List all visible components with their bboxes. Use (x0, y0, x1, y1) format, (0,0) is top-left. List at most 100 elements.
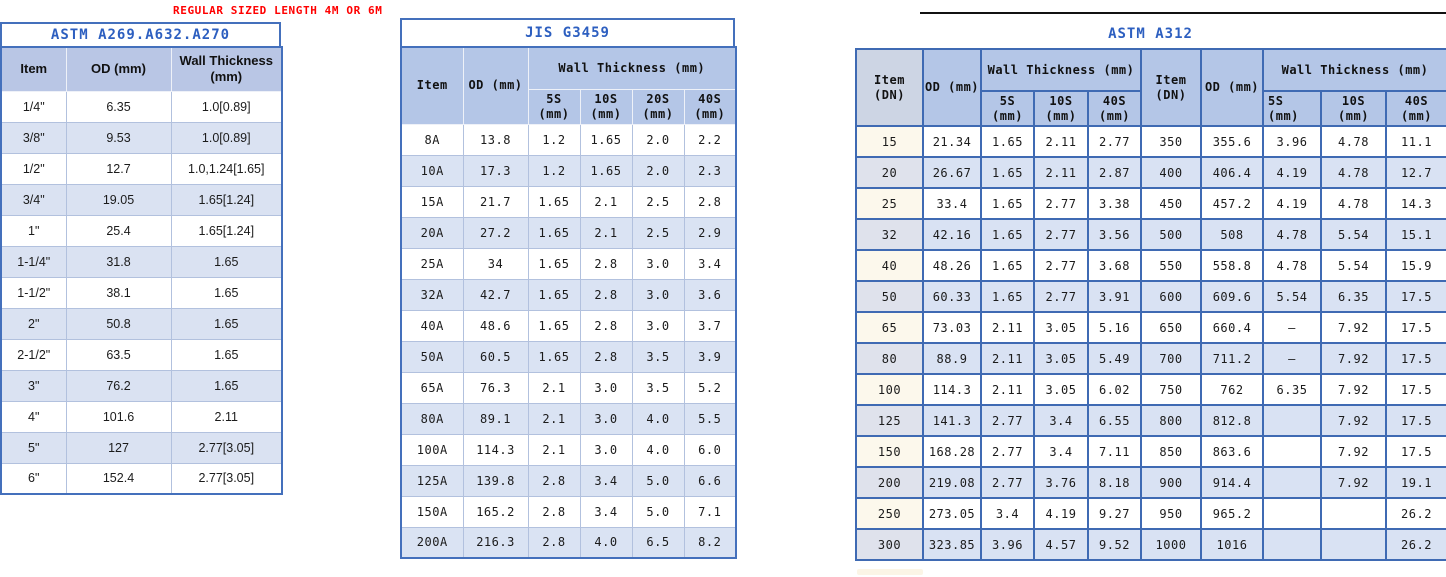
table-cell: 600 (1140, 280, 1202, 313)
table-cell: 650 (1140, 311, 1202, 344)
table-cell: 6.5 (631, 526, 685, 559)
table-cell: 2.77[3.05] (170, 431, 283, 464)
table-cell: 1.65 (170, 369, 283, 402)
table-cell: 63.5 (65, 338, 172, 371)
table-cell: 2.11 (980, 342, 1035, 375)
table-cell: 2.11 (1033, 125, 1089, 158)
table-cell: 2.11 (980, 311, 1035, 344)
table-cell: 50A (400, 340, 464, 373)
table-cell: 4.78 (1262, 218, 1322, 251)
table-cell: 2.2 (683, 123, 737, 156)
col-header-5s-right: 5S (mm) (1262, 90, 1322, 127)
table-cell: 38.1 (65, 276, 172, 309)
table-cell: 6.35 (65, 90, 172, 123)
table-cell: 34 (462, 247, 529, 280)
table-cell: 1.0,1.24[1.65] (170, 152, 283, 185)
astm-a269-title-text: ASTM A269.A632.A270 (50, 27, 231, 43)
astm-a269-table-body: 1/4" 6.35 1.0[0.89] 3/8" 9.53 1.0[0.89] 1/2" 12… (0, 90, 283, 495)
table-row: 25A 34 1.65 2.8 3.0 3.4 (400, 247, 737, 280)
table-cell: 17.5 (1385, 404, 1446, 437)
table-row: 65 73.03 2.11 3.05 5.16 650 660.4–7.92 17.5 (855, 311, 1446, 344)
table-cell: 101.6 (65, 400, 172, 433)
table-cell: 812.8 (1200, 404, 1264, 437)
table-cell: 5.16 (1087, 311, 1142, 344)
table-cell: 2.8 (683, 185, 737, 218)
table-cell: 17.5 (1385, 435, 1446, 468)
col-header-od: OD (mm) (65, 46, 172, 92)
table-row: 40 48.26 1.65 2.77 3.68 550 558.8 4.78 5.54 15.9 (855, 249, 1446, 282)
table-cell: 100 (855, 373, 924, 406)
table-cell: 21.7 (462, 185, 529, 218)
table-cell: 15.9 (1385, 249, 1446, 282)
table-cell: 1/2" (0, 152, 67, 185)
table-row: 3/4" 19.05 1.65[1.24] (0, 183, 283, 216)
table-cell: 2.77 (1033, 218, 1089, 251)
table-cell: 2.5 (631, 216, 685, 249)
table-cell: 1.65 (980, 187, 1035, 220)
jis-g3459-table-body: 8A 13.8 1.2 1.65 2.0 2.2 10A 17.3 1.2 1.65 2.0 2.3 1… (400, 123, 737, 559)
table-cell: 168.28 (922, 435, 982, 468)
table-cell: 3.6 (683, 278, 737, 311)
table-row: 4" 101.6 2.11 (0, 400, 283, 433)
table-row: 1-1/2" 38.1 1.65 (0, 276, 283, 309)
table-cell: 26.2 (1385, 528, 1446, 561)
table-cell: 1.65 (170, 276, 283, 309)
table-cell: 139.8 (462, 464, 529, 497)
col-header-20s: 20S (mm) (631, 88, 685, 125)
table-cell: 6.02 (1087, 373, 1142, 406)
table-cell (1262, 528, 1322, 561)
table-cell: 40 (855, 249, 924, 282)
table-cell: 9.53 (65, 121, 172, 154)
table-row: 100 114.3 2.11 3.05 6.02 750 762 6.35 7.92 17.5 (855, 373, 1446, 406)
table-row: 15A 21.7 1.65 2.1 2.5 2.8 (400, 185, 737, 218)
table-cell: 3.4 (579, 495, 633, 528)
table-cell: 300 (855, 528, 924, 561)
table-cell: 1/4" (0, 90, 67, 123)
table-cell: 127 (65, 431, 172, 464)
table-cell: 60.33 (922, 280, 982, 313)
table-row: 15 21.34 1.65 2.11 2.77 350 355.6 3.96 4.78 11.1 (855, 125, 1446, 158)
table-cell: 17.5 (1385, 280, 1446, 313)
table-cell: 21.34 (922, 125, 982, 158)
col-header-10s: 10S (mm) (579, 88, 633, 125)
table-cell: 1.65 (980, 280, 1035, 313)
table-cell: 2.77 (980, 466, 1035, 499)
table-cell: 700 (1140, 342, 1202, 375)
astm-a312-table: Item (DN) OD (mm) Wall Thickness (mm) It… (855, 48, 1446, 561)
table-cell: 114.3 (922, 373, 982, 406)
table-cell: 2.8 (579, 278, 633, 311)
table-row: 65A 76.3 2.1 3.0 3.5 5.2 (400, 371, 737, 404)
table-cell: 50.8 (65, 307, 172, 340)
col-header-od-left: OD (mm) (922, 48, 982, 127)
table-cell (1262, 404, 1322, 437)
table-cell: 3.0 (579, 433, 633, 466)
table-cell: 4.19 (1262, 156, 1322, 189)
table-cell: 219.08 (922, 466, 982, 499)
table-cell: 2.77 (1033, 280, 1089, 313)
table-cell: 2.1 (579, 216, 633, 249)
astm-a269-table: Item OD (mm) Wall Thickness (mm) 1/4" 6.3… (0, 46, 283, 495)
table-cell: 3.9 (683, 340, 737, 373)
table-row: 20 26.67 1.65 2.11 2.87 400 406.4 4.19 4.78 12.7 (855, 156, 1446, 189)
table-cell (1262, 497, 1322, 530)
table-cell: 48.6 (462, 309, 529, 342)
col-header-40s-left: 40S (mm) (1087, 90, 1142, 127)
table-cell: 4.78 (1320, 156, 1387, 189)
table-row: 20A 27.2 1.65 2.1 2.5 2.9 (400, 216, 737, 249)
table-row: 8A 13.8 1.2 1.65 2.0 2.2 (400, 123, 737, 156)
table-cell: 65A (400, 371, 464, 404)
table-cell: 2.11 (1033, 156, 1089, 189)
table-cell: 7.92 (1320, 435, 1387, 468)
table-cell: 2.77 (980, 435, 1035, 468)
table-cell: 14.3 (1385, 187, 1446, 220)
table-row: 100A 114.3 2.1 3.0 4.0 6.0 (400, 433, 737, 466)
table-cell: 5" (0, 431, 67, 464)
table-cell: 100A (400, 433, 464, 466)
table-cell: 2.1 (579, 185, 633, 218)
table-cell: 1.65 (527, 309, 581, 342)
header-row: Item OD (mm) Wall Thickness (mm) (0, 46, 283, 92)
table-cell: 6" (0, 462, 67, 495)
table-cell: 12.7 (1385, 156, 1446, 189)
table-cell: 1-1/4" (0, 245, 67, 278)
table-cell: 2-1/2" (0, 338, 67, 371)
